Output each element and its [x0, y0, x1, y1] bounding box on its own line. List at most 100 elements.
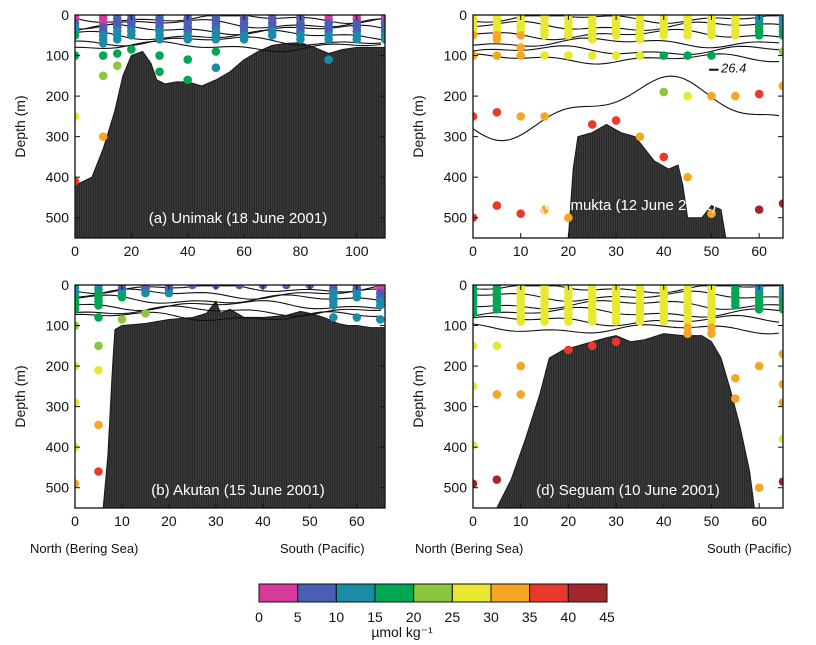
- data-point: [492, 35, 502, 44]
- data-point: [473, 479, 478, 488]
- y-tick-label: 200: [444, 358, 468, 374]
- data-point: [587, 341, 597, 351]
- x-tick-label: 50: [704, 513, 720, 529]
- data-point: [516, 112, 525, 121]
- stations-c: [473, 15, 783, 223]
- colorbar-label: µmol kg⁻¹: [371, 624, 433, 640]
- data-point: [564, 213, 573, 223]
- x-tick-label: 0: [71, 513, 79, 529]
- data-point: [778, 47, 783, 56]
- colorbar: 0 5 10 15 20 25 30 35 40 45: [255, 583, 615, 625]
- data-point: [98, 71, 108, 81]
- contour-line: [473, 45, 780, 56]
- data-point: [94, 341, 103, 351]
- colorbar-tick-label: 10: [329, 609, 345, 625]
- data-point: [659, 152, 669, 162]
- data-point: [778, 398, 783, 407]
- y-tick-label: 300: [46, 129, 70, 145]
- stations-d: [473, 285, 783, 493]
- x-tick-label: 10: [513, 243, 529, 259]
- data-point: [117, 292, 127, 302]
- data-point: [778, 81, 783, 91]
- data-point: [611, 116, 621, 125]
- y-tick-label: 0: [459, 277, 467, 293]
- data-point: [117, 315, 127, 324]
- colorbar-tick-label: 5: [294, 609, 302, 625]
- y-tick-label: 200: [46, 358, 70, 374]
- colorbar-swatch: [451, 583, 492, 603]
- data-point: [94, 365, 103, 375]
- data-point: [98, 132, 108, 141]
- data-point: [564, 30, 573, 40]
- x-tick-label: 80: [293, 243, 309, 259]
- panel-d: 0 10 20 30 40 50 60 0 100 200 300 400 500 Depth (m) (d…: [410, 277, 784, 529]
- y-axis-label: Depth (m): [410, 365, 426, 427]
- data-point: [492, 475, 502, 484]
- data-point: [683, 329, 692, 338]
- data-point: [75, 305, 80, 314]
- data-point: [352, 35, 362, 44]
- panel-b: 0 10 20 30 40 50 60 0 100 200 300 400 500 Depth (m) (b…: [12, 277, 386, 529]
- data-point: [282, 285, 291, 290]
- x-tick-label: 100: [345, 243, 369, 259]
- data-point: [516, 317, 525, 326]
- panel-title-d: (d) Seguam (10 June 2001): [536, 482, 719, 499]
- plot-area-d: [473, 285, 783, 508]
- data-point: [112, 49, 122, 58]
- contour-line: [75, 40, 382, 53]
- data-point: [707, 329, 716, 338]
- north-label-left: North (Bering Sea): [30, 541, 138, 556]
- data-point: [707, 30, 716, 40]
- stations-b: [75, 285, 385, 488]
- contour-label: 26.4: [720, 61, 746, 76]
- data-point: [731, 300, 740, 310]
- data-point: [754, 30, 764, 40]
- data-point: [731, 394, 740, 403]
- y-tick-label: 0: [459, 7, 467, 23]
- data-point: [164, 288, 174, 298]
- north-label-right: North (Bering Sea): [415, 541, 523, 556]
- x-tick-label: 60: [236, 243, 252, 259]
- data-point: [778, 349, 783, 359]
- data-point: [540, 30, 549, 40]
- colorbar-tick-label: 45: [599, 609, 615, 625]
- data-point: [141, 288, 150, 298]
- colorbar-tick-label: 0: [255, 609, 263, 625]
- data-point: [731, 30, 740, 40]
- data-point: [155, 35, 164, 44]
- data-point: [492, 341, 502, 351]
- plot-frame-c: [472, 14, 784, 239]
- data-point: [707, 323, 716, 332]
- colorbar-swatch: [567, 583, 608, 603]
- data-point: [635, 35, 645, 44]
- data-point: [659, 317, 669, 326]
- data-point: [778, 434, 783, 444]
- data-point: [141, 309, 150, 318]
- seafloor-b: [75, 300, 385, 508]
- data-point: [587, 35, 597, 44]
- data-point: [635, 51, 645, 60]
- data-point: [611, 317, 621, 326]
- data-point: [75, 112, 80, 121]
- data-point: [94, 300, 103, 310]
- data-point: [778, 199, 783, 208]
- data-point: [540, 51, 549, 60]
- y-tick-label: 500: [444, 480, 468, 496]
- data-point: [492, 390, 502, 399]
- data-point: [754, 205, 764, 214]
- data-point: [473, 341, 478, 351]
- contour-line: [75, 311, 382, 322]
- data-point: [183, 35, 193, 44]
- data-point: [731, 91, 740, 101]
- y-tick-label: 100: [444, 318, 468, 334]
- panel-title-b: (b) Akutan (15 June 2001): [151, 482, 324, 499]
- x-tick-label: 40: [255, 513, 271, 529]
- data-point: [183, 55, 193, 64]
- contour-line: [75, 305, 382, 317]
- data-point: [296, 35, 305, 44]
- data-point: [183, 75, 193, 85]
- x-tick-label: 20: [561, 513, 577, 529]
- data-point: [352, 313, 362, 322]
- colorbar-swatch: [413, 583, 453, 603]
